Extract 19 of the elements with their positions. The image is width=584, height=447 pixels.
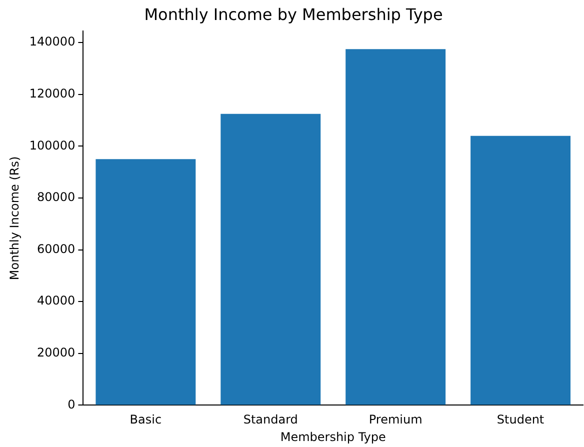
y-tick-label: 140000 <box>29 34 76 49</box>
y-tick-label: 120000 <box>29 86 76 101</box>
y-tick-label: 20000 <box>37 346 76 360</box>
bar <box>96 159 196 405</box>
bar <box>346 49 446 405</box>
y-tick-label: 40000 <box>37 294 76 308</box>
y-tick-label: 80000 <box>37 190 76 204</box>
x-tick-label: Standard <box>243 412 298 427</box>
x-axis-title: Membership Type <box>280 430 386 444</box>
x-tick-label: Basic <box>130 412 162 427</box>
y-axis-title: Monthly Income (Rs) <box>7 156 22 280</box>
y-tick-label: 100000 <box>29 138 76 152</box>
chart-title: Monthly Income by Membership Type <box>144 4 443 24</box>
x-tick-label: Student <box>496 412 544 427</box>
y-tick-label: 60000 <box>37 242 76 256</box>
y-tick-label: 0 <box>68 397 76 412</box>
x-tick-label: Premium <box>368 412 422 427</box>
bar <box>470 136 571 405</box>
bar <box>220 114 321 405</box>
